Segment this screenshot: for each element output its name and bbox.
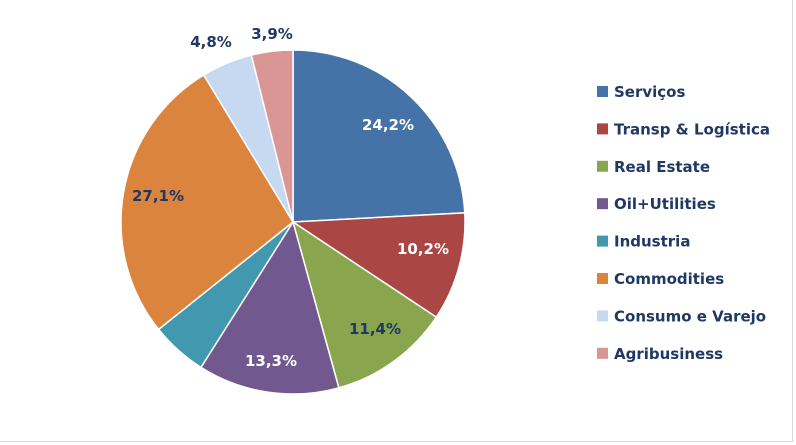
legend-label: Commodities — [614, 270, 724, 288]
legend-label: Serviços — [614, 83, 685, 101]
pie-slice-real-estate — [291, 220, 438, 389]
legend-swatch — [597, 86, 608, 97]
legend-swatch — [597, 273, 608, 284]
pie-slice-agribusiness — [250, 49, 294, 223]
pie-slice-oil-utilities — [199, 220, 340, 395]
legend-label: Real Estate — [614, 158, 710, 176]
legend-swatch — [597, 310, 608, 322]
legend-swatch — [597, 160, 608, 172]
legend-label: Transp & Logística — [614, 120, 770, 138]
legend-swatch — [597, 123, 608, 135]
legend-swatch — [597, 198, 608, 210]
pie-slice-servi-os — [292, 49, 466, 223]
pie-slices — [120, 49, 466, 395]
data-label: 4,8% — [190, 33, 232, 51]
legend-label: Industria — [614, 233, 690, 251]
pie-slice-transp-log-stica — [290, 212, 466, 319]
legend-label: Consumo e Varejo — [614, 307, 766, 325]
data-label: 13,3% — [245, 352, 297, 370]
legend-swatch — [597, 235, 608, 247]
data-label: 11,4% — [349, 320, 401, 338]
data-label: 3,9% — [251, 25, 293, 43]
data-label: 27,1% — [132, 187, 184, 205]
legend-swatch — [597, 347, 608, 359]
legend-label: Agribusiness — [614, 345, 723, 363]
pie-slice-commodities — [120, 73, 294, 331]
legend: Serviços Transp & Logística Real Estate Oil… — [597, 83, 770, 363]
legend-label: Oil+Utilities — [614, 195, 716, 213]
data-label: 24,2% — [362, 116, 414, 134]
pie-data-labels: 24,2% 10,2% 11,4% 13,3% 27,1% 4,8% 3,9% — [132, 25, 449, 370]
data-label: 10,2% — [397, 240, 449, 258]
